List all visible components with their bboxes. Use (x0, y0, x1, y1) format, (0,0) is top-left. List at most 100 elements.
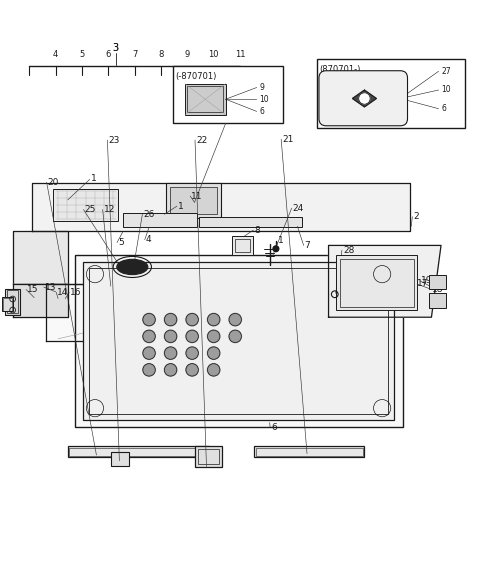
Text: 3: 3 (112, 43, 119, 53)
Bar (187, 86, 223, 113)
Text: 6: 6 (259, 107, 264, 116)
Circle shape (273, 246, 279, 252)
Bar (111, 452, 129, 466)
Circle shape (164, 347, 177, 359)
Text: 22: 22 (196, 136, 207, 145)
Text: 23: 23 (108, 136, 120, 145)
Text: 18: 18 (432, 285, 444, 294)
Text: 10: 10 (208, 50, 219, 59)
Circle shape (143, 347, 156, 359)
Text: 1: 1 (278, 236, 284, 245)
Text: 14: 14 (57, 288, 69, 297)
Polygon shape (352, 90, 376, 107)
Text: 16: 16 (70, 288, 82, 297)
Text: 6: 6 (441, 104, 446, 113)
Bar (198, 449, 219, 464)
Bar (2, 297, 12, 312)
Text: 15: 15 (27, 285, 38, 294)
Bar (89, 268, 388, 414)
Bar (339, 259, 414, 307)
Text: 8: 8 (158, 50, 164, 59)
Polygon shape (328, 245, 441, 317)
Bar (173, 66, 283, 123)
Text: 12: 12 (104, 205, 115, 214)
Circle shape (229, 330, 241, 343)
Circle shape (143, 330, 156, 343)
Text: 9: 9 (259, 83, 264, 92)
Text: 5: 5 (79, 50, 84, 59)
Bar (7, 290, 18, 313)
Text: 25: 25 (84, 205, 96, 214)
Text: (870701-): (870701-) (319, 65, 360, 74)
Text: (-870701): (-870701) (175, 72, 217, 81)
Circle shape (186, 313, 198, 326)
Circle shape (207, 364, 220, 376)
Text: 7: 7 (305, 241, 311, 250)
Bar (68, 447, 209, 457)
Text: 1: 1 (178, 202, 183, 211)
Text: 20: 20 (48, 178, 59, 187)
Text: 27: 27 (441, 67, 451, 76)
Text: 11: 11 (191, 192, 203, 201)
Text: 4: 4 (146, 235, 151, 244)
Bar (195, 447, 222, 467)
Circle shape (207, 313, 220, 326)
Circle shape (143, 364, 156, 376)
Text: 6: 6 (271, 423, 277, 432)
Text: 2: 2 (413, 212, 419, 221)
Bar (199, 217, 302, 227)
Bar (185, 84, 226, 115)
Bar (169, 187, 217, 214)
Ellipse shape (117, 259, 148, 275)
Circle shape (229, 313, 241, 326)
Text: 17: 17 (417, 279, 429, 288)
Circle shape (207, 347, 220, 359)
Text: 13: 13 (45, 283, 56, 291)
Text: 6: 6 (106, 50, 111, 59)
Polygon shape (46, 284, 393, 341)
Text: 5: 5 (118, 238, 124, 247)
FancyBboxPatch shape (319, 71, 408, 126)
Text: 1: 1 (91, 174, 96, 183)
Polygon shape (12, 284, 68, 317)
Circle shape (186, 347, 198, 359)
Circle shape (186, 364, 198, 376)
Text: 21: 21 (282, 134, 293, 144)
Bar (429, 275, 446, 288)
Bar (69, 448, 207, 455)
Text: 10: 10 (441, 85, 451, 95)
Bar (317, 59, 465, 128)
Polygon shape (32, 183, 410, 231)
Bar (83, 262, 394, 420)
Bar (166, 183, 221, 218)
Circle shape (359, 93, 370, 104)
Circle shape (164, 330, 177, 343)
Bar (232, 236, 253, 255)
Bar (254, 447, 364, 457)
Circle shape (143, 313, 156, 326)
Polygon shape (12, 231, 68, 284)
Text: 3: 3 (112, 43, 119, 53)
Text: 10: 10 (259, 95, 269, 104)
Bar (53, 189, 118, 222)
Text: 28: 28 (343, 246, 354, 254)
Bar (429, 293, 446, 308)
Text: 8: 8 (254, 226, 260, 235)
Text: 7: 7 (132, 50, 137, 59)
Bar (336, 255, 417, 310)
Text: 9: 9 (185, 50, 190, 59)
Text: 4: 4 (53, 50, 59, 59)
Bar (5, 288, 20, 315)
Text: 11: 11 (235, 50, 245, 59)
Circle shape (207, 330, 220, 343)
Text: 26: 26 (144, 210, 155, 219)
Bar (235, 239, 250, 252)
Circle shape (164, 313, 177, 326)
Text: 19: 19 (421, 276, 432, 286)
Bar (256, 448, 363, 455)
Bar (123, 213, 197, 227)
Circle shape (164, 364, 177, 376)
Bar (75, 255, 403, 428)
Circle shape (186, 330, 198, 343)
Text: 24: 24 (293, 204, 304, 212)
